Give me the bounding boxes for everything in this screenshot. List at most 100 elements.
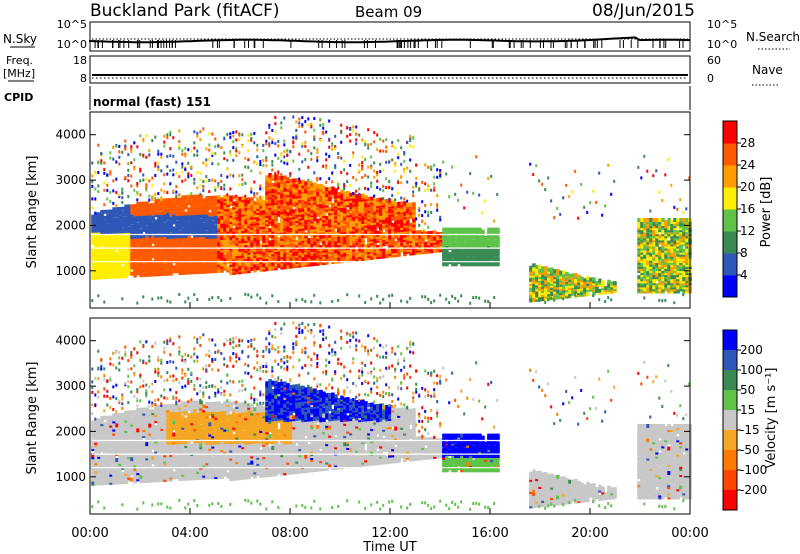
power-cell	[136, 222, 140, 227]
power-cell	[343, 240, 347, 245]
power-cell	[127, 245, 131, 250]
power-cell	[250, 240, 254, 245]
power-cell	[358, 246, 362, 251]
power-cell	[286, 228, 290, 233]
power-cell	[349, 258, 353, 263]
power-cell	[319, 214, 323, 219]
power-cell	[307, 254, 311, 259]
power-cell	[118, 241, 122, 246]
frequency-left-label-2: [MHz]	[3, 67, 35, 80]
power-cell	[232, 158, 235, 162]
power-cell	[208, 297, 211, 301]
power-cell	[271, 207, 275, 212]
power-cell	[196, 221, 200, 226]
power-cell	[262, 230, 266, 235]
power-cell	[199, 130, 202, 134]
power-cell	[277, 176, 281, 181]
power-cell	[403, 197, 406, 201]
power-cell	[337, 151, 340, 155]
power-cell	[541, 297, 545, 302]
power-cell	[388, 217, 392, 222]
power-cell	[292, 180, 296, 185]
power-cell	[181, 250, 185, 255]
power-cell	[178, 222, 182, 227]
power-cell	[388, 180, 391, 184]
power-cell	[184, 242, 188, 247]
power-cell	[292, 225, 296, 230]
power-cell	[352, 235, 356, 240]
power-cell	[373, 220, 377, 225]
power-cell	[301, 183, 305, 188]
power-cell	[373, 231, 377, 235]
power-cell	[331, 247, 335, 252]
power-cell	[301, 144, 304, 148]
power-cell	[130, 161, 133, 165]
power-cell	[382, 209, 386, 214]
power-cell	[562, 297, 565, 301]
power-cell	[382, 297, 385, 301]
power-cell	[274, 252, 278, 256]
power-cell	[328, 235, 332, 240]
power-cell	[496, 256, 500, 261]
power-cell	[151, 221, 155, 226]
power-cell	[439, 238, 443, 243]
power-cell	[436, 175, 439, 179]
power-cell	[247, 149, 250, 153]
power-cell	[571, 283, 575, 288]
power-cell	[277, 263, 281, 268]
power-cell	[442, 252, 446, 257]
power-cell	[127, 251, 131, 256]
power-cell	[193, 256, 197, 260]
power-cell	[250, 187, 253, 191]
power-cell	[217, 234, 221, 239]
power-cell	[562, 274, 566, 279]
power-cell	[238, 137, 241, 141]
power-cell	[382, 215, 386, 220]
power-cell	[295, 196, 299, 201]
power-cell	[529, 298, 533, 303]
power-cell	[232, 131, 235, 134]
power-cell	[343, 207, 347, 212]
power-cell	[274, 203, 278, 207]
power-cell	[160, 155, 163, 159]
power-cell	[460, 237, 464, 242]
power-cell	[421, 214, 424, 217]
power-cell	[106, 188, 109, 192]
power-cell	[379, 197, 383, 202]
power-cell	[247, 165, 250, 169]
power-cell	[112, 146, 115, 150]
power-cell	[337, 249, 341, 254]
power-cell	[403, 167, 406, 171]
power-cell	[442, 233, 446, 238]
power-cell	[121, 257, 125, 262]
power-cell	[343, 211, 347, 216]
power-cell	[280, 210, 284, 215]
power-cell	[532, 289, 536, 294]
power-cell	[289, 227, 293, 232]
power-cell	[373, 161, 376, 165]
power-cell	[388, 211, 392, 215]
power-cell	[190, 149, 193, 153]
power-cell	[331, 231, 335, 236]
power-cell	[589, 277, 593, 282]
power-cell	[298, 216, 302, 221]
power-cell	[283, 139, 286, 143]
power-cell	[286, 242, 290, 247]
power-cell	[226, 235, 230, 240]
power-cell	[349, 183, 352, 187]
power-cell	[109, 200, 112, 204]
power-cell	[124, 147, 127, 151]
power-cell	[310, 180, 313, 184]
power-cell	[340, 130, 343, 134]
power-cell	[388, 294, 391, 298]
power-cell	[91, 239, 95, 244]
power-cell	[166, 208, 170, 213]
power-cell	[94, 214, 98, 219]
power-cell	[322, 234, 326, 239]
power-cell	[256, 207, 260, 211]
power-cell	[316, 159, 319, 163]
power-cell	[331, 171, 334, 175]
power-cell	[271, 266, 275, 271]
power-cell	[127, 265, 131, 270]
power-cell	[274, 227, 278, 232]
